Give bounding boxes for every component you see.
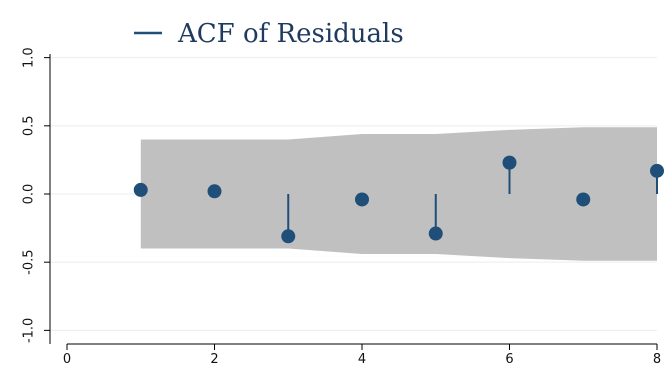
- acf-point: [576, 192, 591, 207]
- acf-marks: [133, 155, 664, 244]
- x-tick-label: 4: [358, 352, 366, 367]
- y-tick-label: 0.5: [22, 115, 37, 136]
- y-tick-label: 0.0: [22, 184, 37, 205]
- confidence-band-group: [140, 127, 658, 261]
- y-tick-label: -0.5: [22, 249, 37, 274]
- acf-point: [133, 182, 148, 197]
- y-tick-label: 1.0: [22, 47, 37, 68]
- x-tick-label: 8: [653, 352, 661, 367]
- acf-point: [281, 229, 296, 244]
- y-tick-label: -1.0: [22, 318, 37, 343]
- axes: -1.0 -0.5 0.0 0.5 1.0 0 2 4 6 8: [22, 47, 662, 367]
- acf-point: [207, 184, 222, 199]
- legend: ACF of Residuals: [134, 19, 404, 49]
- x-tick-label: 6: [505, 352, 513, 367]
- acf-point: [650, 163, 664, 178]
- acf-point: [355, 192, 369, 207]
- acf-point: [502, 155, 517, 170]
- x-tick-label: 2: [210, 352, 218, 367]
- confidence-band: [140, 127, 658, 261]
- legend-label: ACF of Residuals: [177, 19, 404, 49]
- acf-point: [428, 226, 443, 241]
- x-tick-label: 0: [63, 352, 71, 367]
